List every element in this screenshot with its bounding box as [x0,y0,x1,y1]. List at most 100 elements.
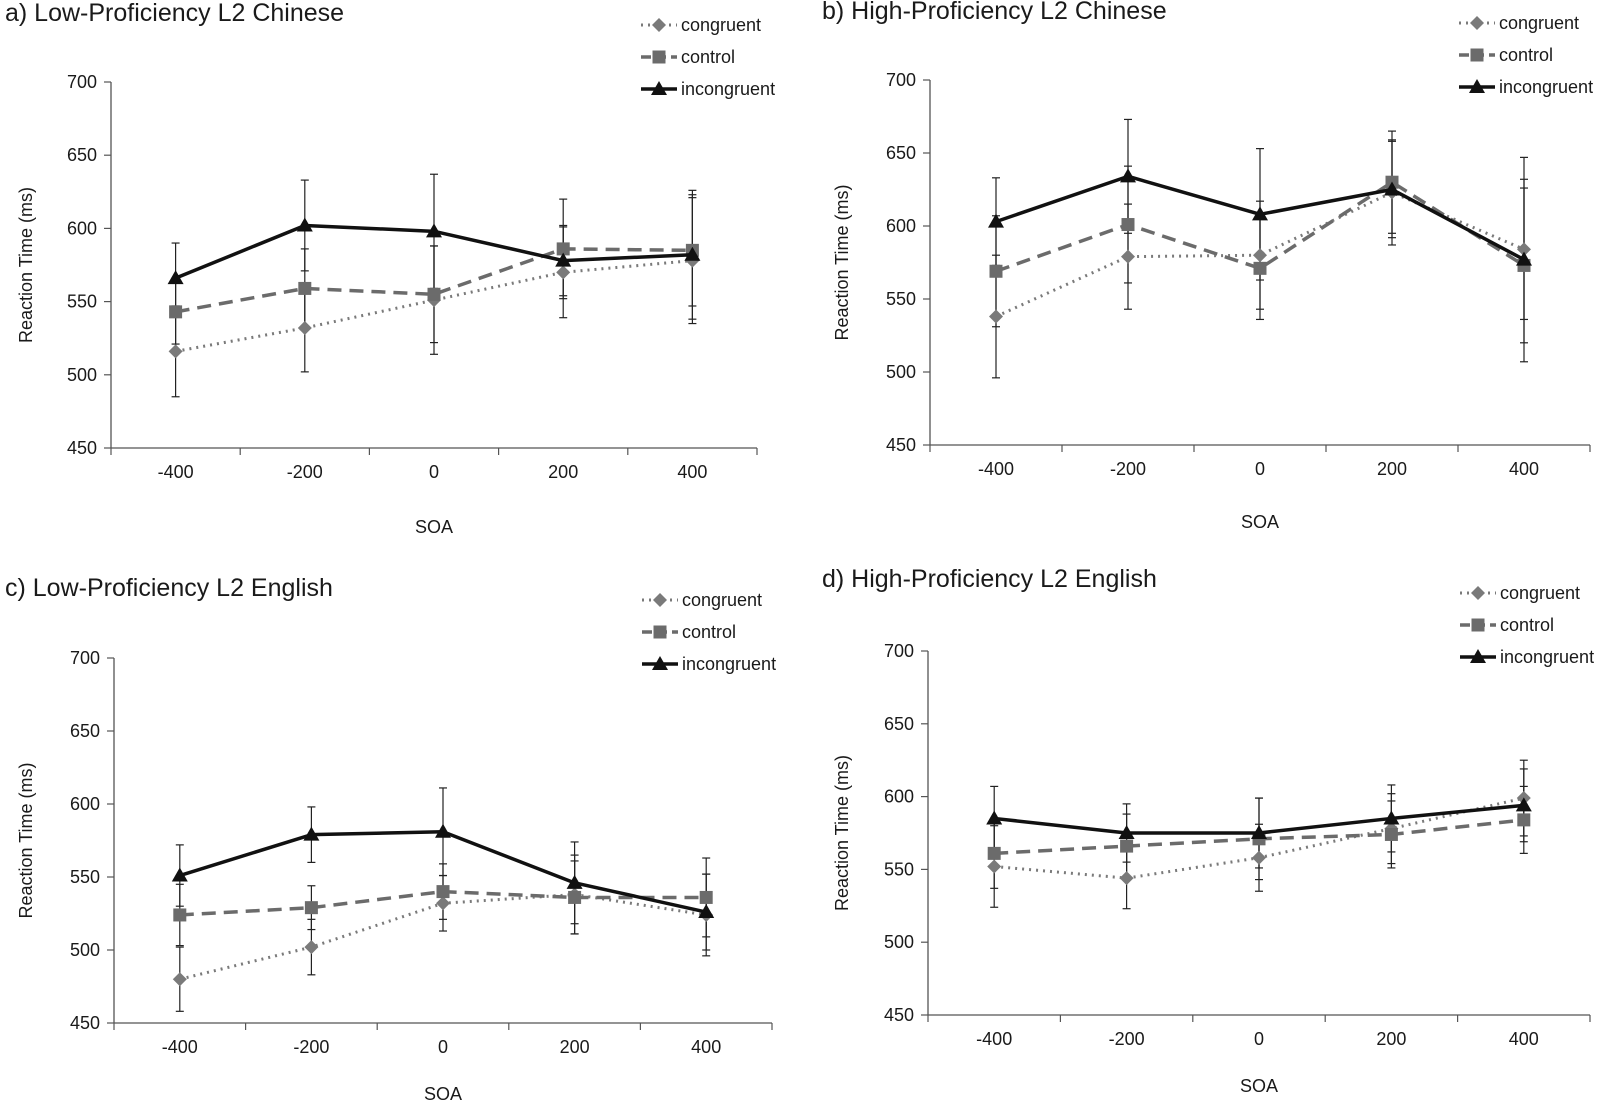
x-tick-label: 200 [1377,459,1407,479]
data-point-incongruent [171,867,188,882]
chart-panel-2: c) Low-Proficiency L2 English 450 500 550 60… [5,574,776,1104]
data-point-congruent [172,972,187,987]
legend-marker-incongruent [1470,649,1486,663]
data-point-incongruent [986,810,1003,825]
data-point-congruent [1517,242,1531,257]
data-point-control [556,242,570,256]
x-tick-label: -400 [976,1029,1012,1049]
data-point-congruent [1121,249,1135,264]
data-point-control [1384,827,1398,841]
x-tick-label: 200 [1376,1029,1406,1049]
legend-marker-control [1470,48,1484,62]
legend-marker-congruent [653,593,667,607]
y-axis-label: Reaction Time (ms) [16,187,36,343]
x-tick-label: -400 [162,1037,198,1057]
legend-marker-control [1471,618,1485,632]
x-tick-label: -400 [158,462,194,482]
data-point-congruent [304,940,319,955]
x-tick-label: 400 [677,462,707,482]
data-point-incongruent [303,826,320,841]
data-point-incongruent [1516,251,1532,266]
data-point-congruent [297,320,312,335]
x-axis-label: SOA [415,517,453,537]
legend-label-control: control [681,47,735,67]
data-point-incongruent [1120,168,1136,183]
data-point-incongruent [296,217,313,232]
data-point-control [304,901,318,915]
data-point-incongruent [1383,810,1400,825]
y-tick-label: 650 [70,721,100,741]
y-tick-label: 500 [886,362,916,382]
y-tick-label: 600 [67,218,97,238]
data-point-incongruent [988,213,1004,228]
y-tick-label: 650 [67,145,97,165]
data-point-congruent [1252,850,1266,865]
y-tick-label: 700 [886,70,916,90]
x-tick-label: 200 [560,1037,590,1057]
y-tick-label: 500 [67,365,97,385]
panel-title: a) Low-Proficiency L2 Chinese [5,0,344,27]
y-tick-label: 700 [67,72,97,92]
y-tick-label: 650 [886,143,916,163]
legend-label-incongruent: incongruent [1499,77,1593,97]
x-axis-label: SOA [424,1084,462,1104]
data-point-congruent [556,265,571,280]
series-line-control [995,180,1525,273]
data-point-incongruent [684,246,701,261]
legend-marker-incongruent [651,81,667,95]
legend-label-congruent: congruent [682,590,762,610]
y-tick-label: 500 [70,940,100,960]
data-point-control [699,890,713,904]
panel-title: c) Low-Proficiency L2 English [5,574,333,602]
legend-marker-congruent [652,18,666,32]
x-tick-label: -200 [1110,459,1146,479]
data-point-control [1121,218,1135,232]
legend-marker-control [653,625,667,639]
x-tick-label: 400 [691,1037,721,1057]
panel-title: d) High-Proficiency L2 English [822,565,1157,593]
x-tick-label: 400 [1509,459,1539,479]
legend-marker-congruent [1470,16,1484,30]
y-tick-label: 600 [70,794,100,814]
chart-panel-3: d) High-Proficiency L2 English 450 500 550 6… [822,565,1594,1096]
y-axis-label: Reaction Time (ms) [832,184,852,340]
x-tick-label: 0 [1254,1029,1264,1049]
legend-label-incongruent: incongruent [681,79,775,99]
legend-label-incongruent: incongruent [1500,647,1594,667]
series-line-control [175,247,693,314]
data-point-incongruent [566,874,583,889]
data-point-congruent [168,344,183,359]
data-point-incongruent [1515,797,1532,812]
data-point-congruent [1253,248,1267,263]
data-point-incongruent [1252,206,1268,221]
legend-label-control: control [682,622,736,642]
legend-label-congruent: congruent [1500,583,1580,603]
y-tick-label: 550 [886,289,916,309]
data-point-congruent [1119,871,1134,886]
y-tick-label: 550 [67,292,97,312]
chart-panel-1: b) High-Proficiency L2 Chinese 450 500 550 6… [822,0,1593,532]
data-point-control [568,890,582,904]
x-tick-label: -200 [293,1037,329,1057]
legend-marker-control [652,50,666,64]
x-tick-label: -200 [1109,1029,1145,1049]
x-tick-label: 0 [1255,459,1265,479]
x-axis-label: SOA [1241,512,1279,532]
data-point-congruent [987,859,1002,874]
x-tick-label: 400 [1509,1029,1539,1049]
data-point-congruent [436,896,450,911]
y-tick-label: 500 [884,932,914,952]
x-axis-label: SOA [1240,1076,1278,1096]
y-tick-label: 550 [70,867,100,887]
y-tick-label: 450 [67,438,97,458]
data-point-incongruent [555,252,572,267]
y-tick-label: 600 [886,216,916,236]
legend-label-congruent: congruent [1499,13,1579,33]
data-point-incongruent [1118,825,1135,839]
data-point-control [173,908,187,922]
y-axis-label: Reaction Time (ms) [832,755,852,911]
legend-marker-incongruent [1469,79,1485,93]
y-tick-label: 600 [884,787,914,807]
x-tick-label: 0 [429,462,439,482]
data-point-control [436,885,450,899]
